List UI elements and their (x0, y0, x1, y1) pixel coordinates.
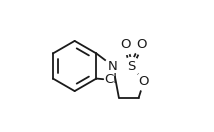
Text: Cl: Cl (104, 73, 117, 86)
Text: O: O (139, 75, 149, 88)
Text: N: N (108, 60, 118, 72)
Text: O: O (136, 38, 147, 51)
Text: S: S (127, 60, 136, 72)
Text: O: O (120, 38, 131, 51)
